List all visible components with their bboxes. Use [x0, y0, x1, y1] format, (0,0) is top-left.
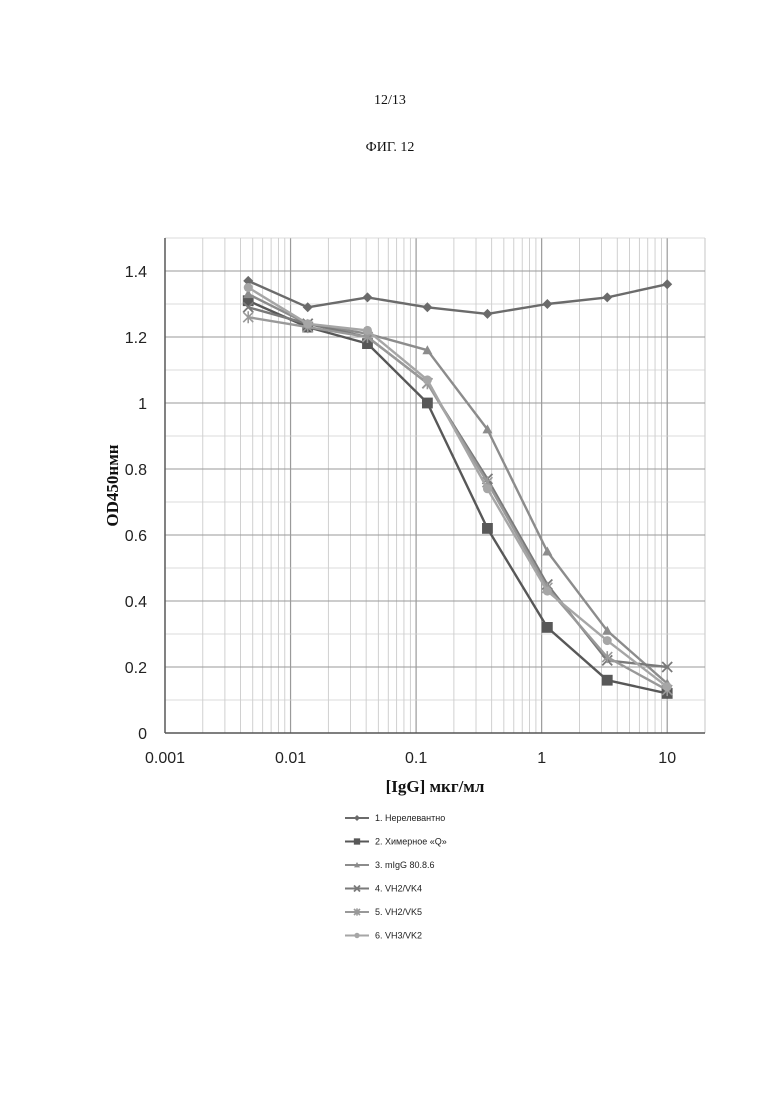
- x-tick-label: 10: [658, 750, 676, 767]
- series-4: [243, 302, 672, 672]
- data-point: [354, 933, 359, 938]
- data-point: [602, 292, 612, 302]
- data-point: [662, 279, 672, 289]
- series-1: [243, 276, 672, 319]
- series-line: [248, 294, 667, 683]
- legend-item: 6. VH3/VK2: [345, 931, 422, 941]
- chart-series: [243, 276, 673, 699]
- data-point: [422, 398, 433, 409]
- chart-ticks: 0.001 0.01 0.1 1 10 0 0.2 0.4 0.6 0.8 1 1.2 1.4: [125, 264, 676, 767]
- legend-label: 3. mIgG 80.8.6: [375, 860, 435, 870]
- legend-label: 4. VH2/VK4: [375, 884, 422, 894]
- y-tick-label: 0.8: [125, 462, 147, 479]
- data-point: [543, 587, 552, 596]
- data-point: [483, 484, 492, 493]
- data-point: [602, 675, 613, 686]
- data-point: [363, 326, 372, 335]
- y-tick-label: 0.6: [125, 528, 147, 545]
- data-point: [354, 838, 360, 844]
- data-point: [542, 299, 552, 309]
- data-point: [603, 636, 612, 645]
- data-point: [354, 815, 360, 821]
- legend-item: 5. VH2/VK5: [345, 907, 422, 917]
- series-line: [248, 307, 667, 667]
- data-point: [423, 375, 432, 384]
- y-tick-label: 0.2: [125, 660, 147, 677]
- legend-label: 6. VH3/VK2: [375, 931, 422, 941]
- data-point: [303, 319, 312, 328]
- y-tick-label: 0: [138, 726, 147, 743]
- x-tick-label: 0.1: [405, 750, 427, 767]
- data-point: [362, 292, 372, 302]
- x-tick-label: 0.01: [275, 750, 306, 767]
- x-tick-label: 1: [537, 750, 546, 767]
- x-tick-label: 0.001: [145, 750, 185, 767]
- data-point: [244, 283, 253, 292]
- legend-label: 5. VH2/VK5: [375, 907, 422, 917]
- data-point: [663, 682, 672, 691]
- legend-item: 1. Нерелевантно: [345, 813, 445, 823]
- y-tick-label: 1.4: [125, 264, 147, 281]
- y-axis-title: OD450нмн: [103, 444, 122, 526]
- data-point: [482, 523, 493, 534]
- series-3: [243, 289, 672, 687]
- y-tick-label: 1: [138, 396, 147, 413]
- data-point: [542, 547, 552, 556]
- legend-label: 1. Нерелевантно: [375, 813, 445, 823]
- y-tick-label: 0.4: [125, 594, 147, 611]
- legend-item: 4. VH2/VK4: [345, 884, 422, 894]
- legend-label: 2. Химерное «Q»: [375, 837, 447, 847]
- x-axis-title: [IgG] мкг/мл: [386, 777, 485, 796]
- legend-item: 2. Химерное «Q»: [345, 837, 447, 847]
- data-point: [542, 622, 553, 633]
- chart-grid: [165, 238, 705, 733]
- y-tick-label: 1.2: [125, 330, 147, 347]
- data-point: [482, 309, 492, 319]
- chart-legend: 1. Нерелевантно 2. Химерное «Q» 3. mIgG 80…: [345, 813, 447, 941]
- legend-item: 3. mIgG 80.8.6: [345, 860, 435, 870]
